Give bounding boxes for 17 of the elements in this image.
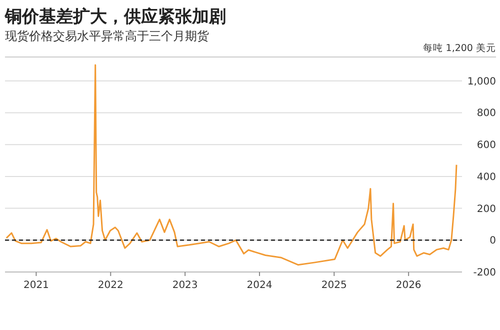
x-tick-label: 2022: [98, 280, 124, 291]
y-tick-label: -200: [473, 268, 496, 278]
y-tick-label: 400: [476, 172, 496, 183]
x-tick-label: 2026: [396, 280, 422, 291]
chart-title: 铜价基差扩大，供应紧张加剧: [4, 7, 226, 27]
y-axis-title: 每吨 1,200 美元: [422, 42, 496, 54]
chart-subtitle: 现货价格交易水平异常高于三个月期货: [5, 29, 209, 43]
x-tick-label: 2024: [246, 280, 272, 291]
x-tick-label: 2021: [23, 280, 49, 291]
y-tick-label: 200: [476, 204, 496, 215]
y-tick-label: 1,000: [467, 76, 496, 88]
x-tick-label: 2023: [172, 280, 198, 291]
line-series: [6, 64, 458, 266]
y-tick-label: 600: [476, 140, 496, 152]
y-tick-label: 0: [490, 236, 496, 247]
y-tick-label: 800: [476, 108, 496, 120]
x-tick-label: 2025: [321, 280, 347, 291]
